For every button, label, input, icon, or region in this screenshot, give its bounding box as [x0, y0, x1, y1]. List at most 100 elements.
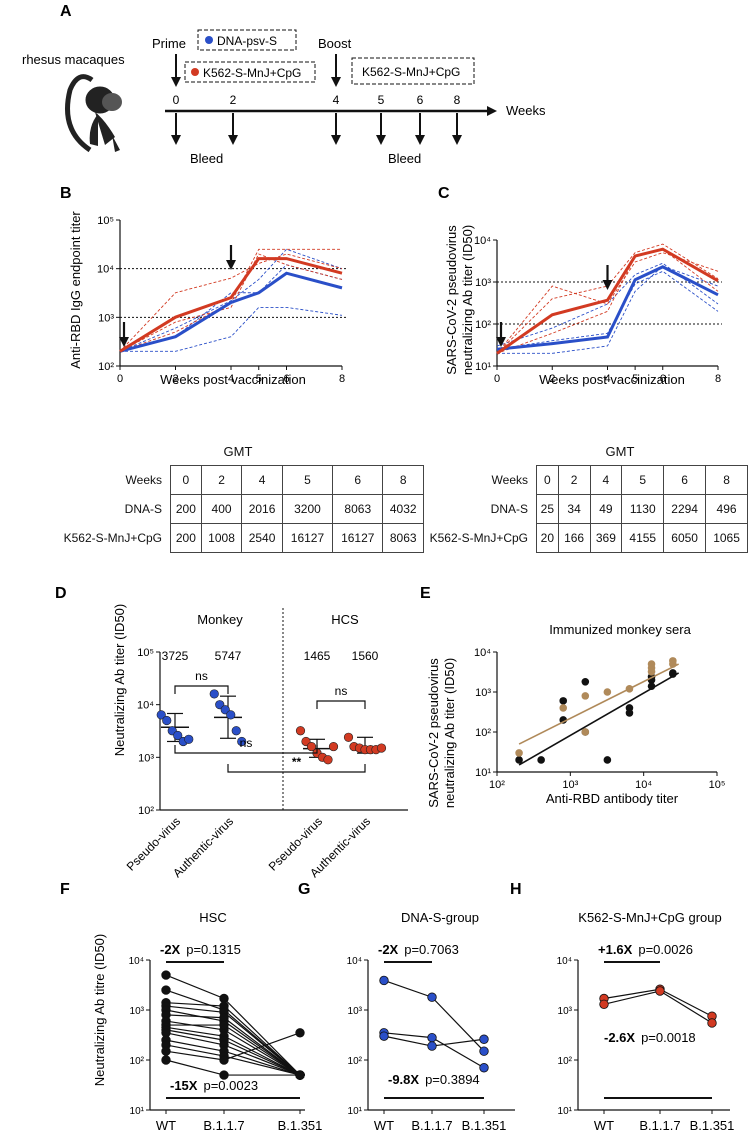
- data-point: [537, 756, 545, 764]
- gmt-b-cell: 16127: [281, 523, 334, 553]
- data-point: [559, 697, 568, 705]
- data-point: [515, 749, 523, 757]
- gmt-c-week: 5: [621, 465, 665, 495]
- fold-change: -15X: [170, 1078, 198, 1093]
- timeline-week-tick: 2: [230, 93, 237, 107]
- data-point: [479, 1034, 489, 1044]
- x-tick-label: 6: [283, 373, 289, 385]
- gmt-b-week: 4: [241, 465, 283, 495]
- y-tick-label: 10¹: [558, 1106, 573, 1117]
- x-tick-label: B.1.1.7: [639, 1118, 680, 1133]
- gmt-c-cell: 1130: [621, 494, 665, 524]
- data-point: [479, 1046, 489, 1056]
- gmt-c-cell: 49: [589, 494, 623, 524]
- y-tick-label: 10²: [98, 361, 114, 373]
- y-tick-label: 10⁴: [129, 956, 144, 967]
- bottom-bracket-label: -9.8X p=0.3894: [388, 1072, 480, 1087]
- y-tick-label: 10⁴: [474, 647, 491, 659]
- y-tick-label: 10⁴: [557, 956, 572, 967]
- data-point: [295, 1070, 305, 1080]
- paired-line: [165, 1026, 301, 1076]
- fold-change: -2X: [160, 942, 181, 957]
- timeline-week-tick: 6: [417, 93, 424, 107]
- data-point: [581, 728, 590, 736]
- data-point: [559, 704, 568, 712]
- x-tick-label: 2: [172, 373, 178, 385]
- individual-animal-line: [496, 243, 719, 354]
- x-tick-label: 8: [715, 373, 721, 385]
- chart-e-xlabel: Anti-RBD antibody titer: [546, 791, 679, 806]
- chart-d-ylabel: Neutralizing Ab titer (ID50): [112, 604, 127, 756]
- data-point: [515, 756, 523, 764]
- y-tick-label: 10³: [98, 312, 114, 324]
- individual-animal-line: [119, 253, 343, 352]
- gmt-b-week: 2: [200, 465, 243, 495]
- gmt-table-c: Weeks 0 2 4 5 6 8 DNA-S 25 34 49 1130 22…: [422, 465, 748, 553]
- gmt-table-b: Weeks 0 2 4 5 6 8 DNA-S 200 400 2016 320…: [52, 465, 424, 553]
- significance-bracket: [174, 745, 318, 754]
- individual-animal-line: [497, 265, 719, 354]
- y-tick-label: 10²: [348, 1056, 363, 1067]
- data-point: [559, 716, 568, 724]
- k562-boost-label: K562-S-MnJ+CpG: [362, 65, 460, 79]
- chart-b-xlabel: Weeks post vaccinization: [160, 372, 306, 387]
- data-point: [707, 1018, 717, 1028]
- gmt-series-line: [496, 265, 719, 351]
- gmt-b-k562-row: K562-S-MnJ+CpG 200 1008 2540 16127 16127…: [52, 523, 424, 553]
- x-tick-label: WT: [374, 1118, 394, 1133]
- chart-f-ylabel: Neutralizing Ab titre (ID50): [92, 934, 107, 1086]
- x-tick-label: 2: [549, 373, 555, 385]
- gmt-b-cell: 8063: [332, 494, 384, 524]
- fold-change: -9.8X: [388, 1072, 419, 1087]
- top-bracket-label: -2X p=0.7063: [378, 942, 459, 957]
- significance-label: ns: [195, 669, 208, 683]
- monkey-icon: [65, 74, 122, 153]
- gmt-b-week: 8: [382, 465, 424, 495]
- x-tick-label: 5: [256, 373, 262, 385]
- x-tick-label: 8: [339, 373, 345, 385]
- individual-animal-line: [120, 306, 343, 352]
- data-point: [427, 992, 437, 1002]
- data-point: [219, 1070, 229, 1080]
- x-tick-label: 6: [660, 373, 666, 385]
- y-tick-label: 10²: [130, 1056, 145, 1067]
- x-tick-label: 10⁴: [635, 779, 652, 791]
- k562-vaccine-box: [184, 61, 316, 83]
- data-point: [209, 689, 219, 699]
- gmt-b-k562-label: K562-S-MnJ+CpG: [63, 531, 162, 545]
- timeline-week-tick: 8: [454, 93, 461, 107]
- gmt-label: 1465: [304, 649, 331, 663]
- p-value: p=0.0023: [203, 1078, 258, 1093]
- regression-line: [518, 672, 680, 766]
- gmt-c-header-row: Weeks 0 2 4 5 6 8: [422, 465, 748, 495]
- gmt-c-cell: 20: [536, 523, 559, 553]
- data-point: [581, 692, 590, 700]
- subject-label: rhesus macaques: [22, 52, 125, 67]
- significance-label: ns: [335, 684, 348, 698]
- group-label-hcs: HCS: [331, 612, 359, 627]
- data-point: [161, 1055, 171, 1065]
- p-value: p=0.1315: [186, 942, 241, 957]
- bottom-bracket-label: -2.6X p=0.0018: [604, 1030, 696, 1045]
- gmt-c-cell: 1065: [705, 523, 748, 553]
- significance-label: ns: [240, 736, 253, 750]
- p-value: p=0.0026: [638, 942, 693, 957]
- gmt-label: 1560: [352, 649, 379, 663]
- gmt-c-week: 4: [589, 465, 623, 495]
- data-point: [427, 1032, 437, 1043]
- x-tick-label: B.1.351: [278, 1118, 323, 1133]
- y-tick-label: 10²: [475, 727, 491, 739]
- boost-label: Boost: [318, 36, 352, 51]
- data-point: [295, 726, 306, 736]
- fold-change: -2X: [378, 942, 399, 957]
- bottom-bracket-label: -15X p=0.0023: [170, 1078, 258, 1093]
- p-value: p=0.0018: [641, 1030, 696, 1045]
- data-point: [226, 710, 236, 720]
- significance-bracket: [316, 700, 366, 709]
- chart-h-title: K562-S-MnJ+CpG group: [578, 910, 721, 925]
- data-point: [599, 999, 609, 1010]
- data-point: [161, 970, 171, 980]
- data-point: [219, 1020, 229, 1030]
- bleed-label-2: Bleed: [388, 151, 421, 166]
- category-label: Pseudo-virus: [124, 814, 183, 873]
